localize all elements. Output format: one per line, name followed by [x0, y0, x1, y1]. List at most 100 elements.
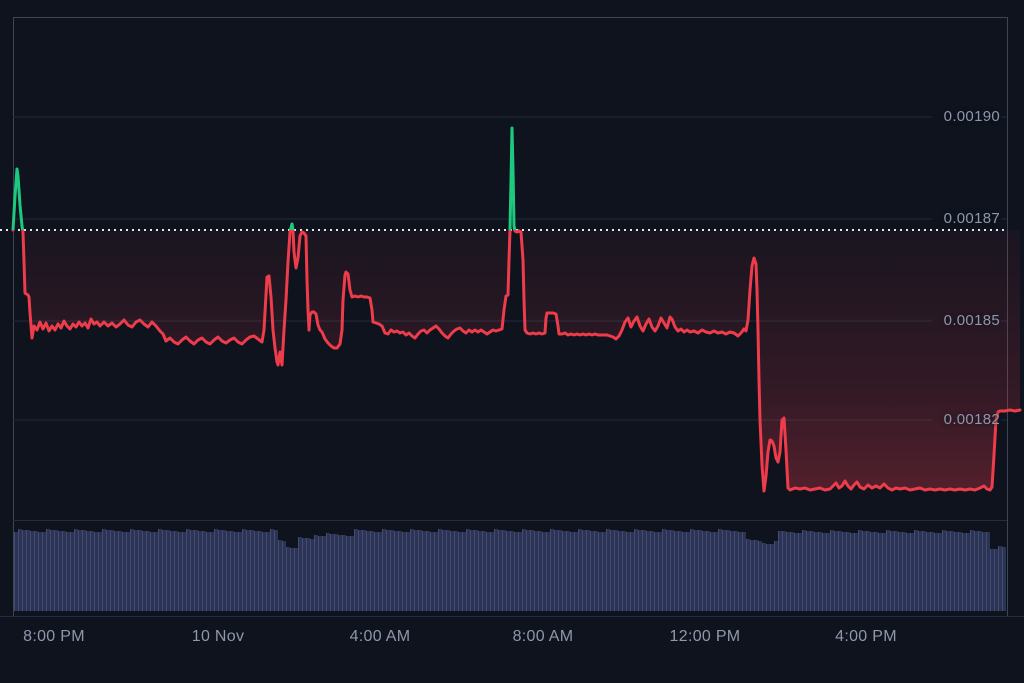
volume-bar — [542, 532, 546, 611]
volume-bar — [186, 529, 190, 611]
volume-bar — [538, 531, 542, 611]
volume-bar — [694, 530, 698, 611]
volume-bar — [198, 531, 202, 611]
volume-bar — [78, 530, 82, 611]
x-tick-label: 8:00 AM — [512, 628, 574, 645]
volume-bar — [698, 530, 702, 611]
volume-bar — [962, 533, 966, 611]
volume-bar — [238, 532, 242, 611]
volume-bar — [474, 530, 478, 611]
x-tick-label: 4:00 PM — [835, 628, 897, 645]
volume-bar — [118, 531, 122, 611]
volume-bar — [886, 530, 890, 611]
volume-bar — [66, 532, 70, 611]
volume-bar — [546, 532, 550, 611]
volume-bar — [446, 530, 450, 611]
volume-bar — [42, 532, 46, 611]
volume-bar — [110, 530, 114, 611]
volume-bar — [690, 529, 694, 611]
volume-bar — [326, 533, 330, 611]
volume-bar — [882, 533, 886, 611]
volume-bar — [970, 530, 974, 611]
volume-bar — [230, 531, 234, 611]
volume-bar — [486, 532, 490, 611]
volume-bar — [934, 533, 938, 611]
volume-bar — [418, 530, 422, 611]
volume-bar — [686, 532, 690, 611]
x-tick-label: 12:00 PM — [669, 628, 741, 645]
volume-bar — [114, 531, 118, 611]
volume-bar — [438, 529, 442, 611]
volume-bar — [858, 530, 862, 611]
volume-bar — [122, 532, 126, 611]
volume-bar — [594, 531, 598, 611]
volume-bar — [382, 529, 386, 611]
volume-bar — [54, 530, 58, 611]
volume-bar — [150, 532, 154, 611]
volume-bar — [922, 531, 926, 611]
volume-bar — [414, 530, 418, 611]
volume-bar — [810, 531, 814, 611]
volume-bar — [622, 531, 626, 611]
volume-bar — [422, 531, 426, 611]
volume-bar — [346, 536, 350, 611]
volume-bar — [762, 543, 766, 611]
volume-bar — [842, 532, 846, 611]
volume-bar — [518, 532, 522, 611]
volume-bar — [274, 530, 278, 611]
volume-bar — [514, 532, 518, 611]
volume-bar — [410, 529, 414, 611]
volume-bar — [598, 532, 602, 611]
volume-bar — [582, 530, 586, 611]
volume-bar — [462, 532, 466, 611]
volume-bar — [678, 531, 682, 611]
volume-bar — [90, 531, 94, 611]
volume-bar — [562, 531, 566, 611]
volume-pane-separator — [13, 520, 1007, 521]
volume-bar — [22, 530, 26, 611]
volume-bar — [578, 529, 582, 611]
volume-bar — [166, 530, 170, 611]
volume-bar — [234, 532, 238, 611]
volume-bar — [526, 530, 530, 611]
volume-bar — [746, 539, 750, 611]
volume-bar — [878, 533, 882, 611]
volume-bar — [826, 533, 830, 611]
volume-bar — [374, 532, 378, 611]
volume-bar — [554, 530, 558, 611]
volume-bar — [330, 534, 334, 611]
volume-bar — [170, 531, 174, 611]
volume-bar — [154, 532, 158, 611]
volume-bar — [254, 531, 258, 611]
volume-bar — [130, 529, 134, 611]
volume-bar — [270, 529, 274, 611]
volume-bar — [982, 532, 986, 611]
volume-bar — [874, 532, 878, 611]
volume-bar — [714, 532, 718, 611]
volume-bar — [46, 529, 50, 611]
volume-bar — [138, 530, 142, 611]
volume-bar — [258, 531, 262, 611]
volume-bar — [670, 530, 674, 611]
volume-bar — [426, 531, 430, 611]
volume-bar — [910, 533, 914, 611]
volume-bar — [674, 531, 678, 611]
volume-bar — [494, 529, 498, 611]
volume-bar — [34, 531, 38, 611]
volume-bar — [534, 531, 538, 611]
volume-bar — [758, 541, 762, 611]
volume-bar — [466, 529, 470, 611]
volume-bar — [666, 530, 670, 611]
volume-bar — [502, 530, 506, 611]
x-tick-label: 4:00 AM — [349, 628, 411, 645]
volume-bar — [586, 530, 590, 611]
volume-bar — [298, 537, 302, 611]
volume-bar — [26, 530, 30, 611]
volume-bar — [914, 530, 918, 611]
volume-bar — [854, 533, 858, 611]
volume-bar — [646, 531, 650, 611]
volume-bar — [602, 532, 606, 611]
volume-bar — [806, 531, 810, 611]
volume-bar — [942, 530, 946, 611]
volume-bar — [966, 533, 970, 611]
